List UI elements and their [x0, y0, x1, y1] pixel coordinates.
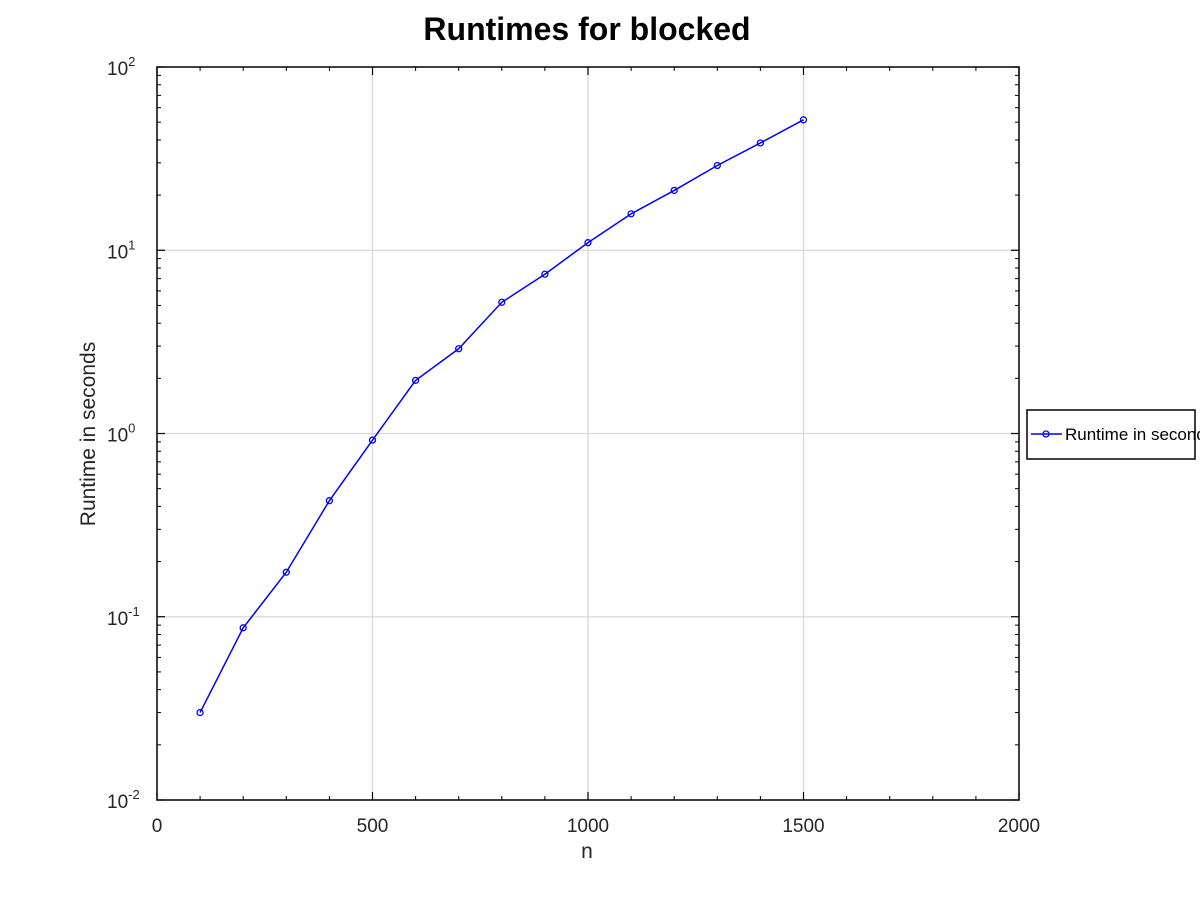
legend-entry-label: Runtime in seconds	[1065, 425, 1200, 444]
y-tick-label: 10-2	[107, 787, 140, 813]
x-axis-label: n	[581, 840, 593, 863]
data-point	[282, 568, 290, 576]
series-line	[199, 119, 804, 713]
y-tick-exponent: 0	[128, 421, 135, 436]
y-tick-exponent: 1	[128, 237, 135, 252]
y-tick-label: 101	[107, 237, 135, 263]
y-tick-label: 100	[107, 421, 135, 447]
data-point	[498, 298, 506, 306]
data-point	[713, 161, 721, 170]
y-tick-label: 10-1	[107, 604, 140, 630]
data-point	[799, 116, 808, 124]
data-point	[541, 270, 549, 278]
y-tick-base: 10	[107, 609, 128, 630]
series-layer	[196, 116, 808, 717]
y-tick-label: 102	[107, 54, 135, 80]
data-point	[584, 239, 592, 247]
y-axis-label: Runtime in seconds	[77, 342, 100, 526]
data-point	[325, 497, 334, 505]
x-tick-label: 1500	[782, 816, 824, 837]
grid	[157, 67, 1019, 800]
data-point	[196, 708, 204, 717]
x-tick-label: 1000	[567, 816, 609, 837]
legend: Runtime in seconds	[1026, 409, 1200, 460]
data-point	[455, 345, 463, 353]
data-point	[670, 186, 678, 195]
data-point	[756, 139, 765, 147]
data-point	[368, 436, 377, 444]
y-tick-exponent: -2	[128, 787, 140, 802]
y-tick-base: 10	[107, 792, 128, 813]
chart-title: Runtimes for blocked	[423, 11, 750, 47]
legend-marker-sample	[1042, 430, 1050, 438]
x-tick-label: 0	[152, 816, 163, 837]
data-point	[411, 376, 420, 385]
x-tick-label: 2000	[998, 816, 1040, 837]
y-tick-exponent: -1	[128, 604, 140, 619]
y-tick-base: 10	[107, 242, 128, 263]
y-tick-base: 10	[107, 426, 128, 447]
data-point	[627, 210, 635, 218]
x-tick-label: 500	[357, 816, 389, 837]
y-tick-exponent: 2	[128, 54, 135, 69]
data-point	[239, 624, 247, 632]
y-tick-base: 10	[107, 59, 128, 80]
